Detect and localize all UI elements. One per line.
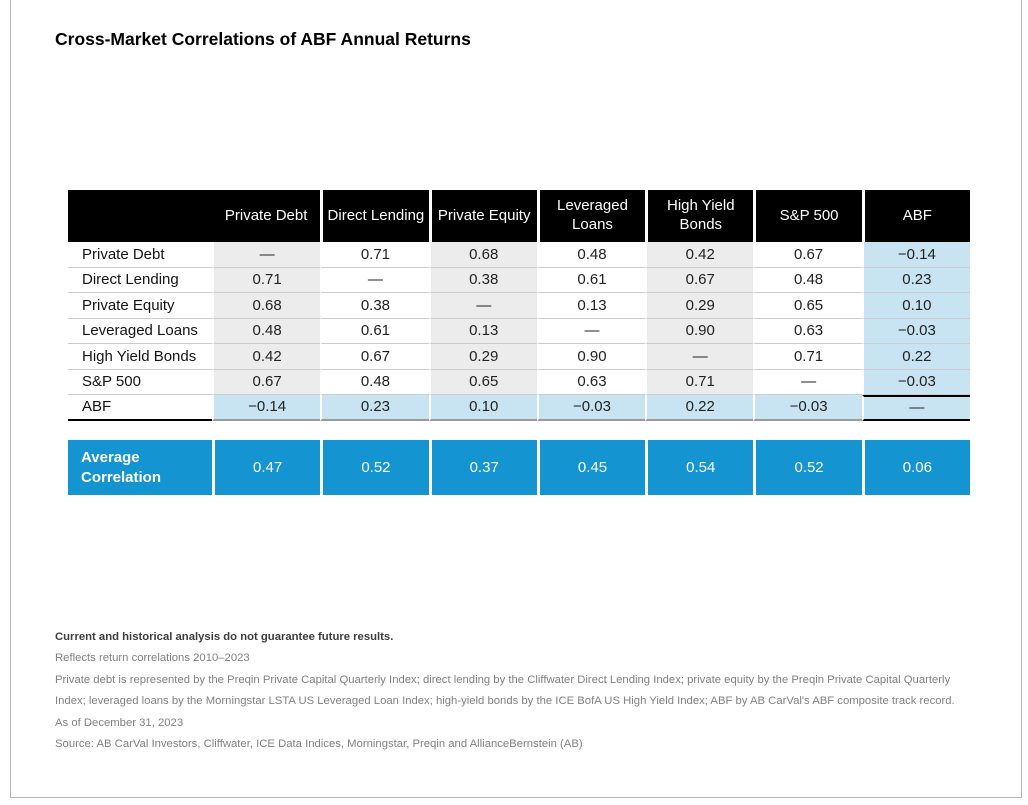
average-correlation-high-yield-bonds: 0.54 — [645, 440, 754, 495]
matrix-cell-private-debt-x-direct-lending: 0.71 — [320, 242, 429, 268]
matrix-cell-abf-x-high-yield-bonds: 0.22 — [645, 395, 754, 421]
column-header-private-equity: Private Equity — [428, 190, 537, 242]
average-correlation-private-equity: 0.37 — [428, 440, 537, 495]
matrix-cell-high-yield-bonds-x-s-p-500: 0.71 — [753, 344, 862, 370]
row-label-high-yield-bonds: High Yield Bonds — [68, 344, 212, 370]
matrix-cell-direct-lending-x-direct-lending: — — [320, 267, 429, 293]
matrix-cell-high-yield-bonds-x-private-equity: 0.29 — [428, 344, 537, 370]
page-title: Cross-Market Correlations of ABF Annual … — [55, 29, 471, 49]
matrix-cell-direct-lending-x-leveraged-loans: 0.61 — [536, 267, 646, 293]
matrix-cell-private-debt-x-high-yield-bonds: 0.42 — [645, 242, 754, 268]
matrix-cell-abf-x-s-p-500: −0.03 — [753, 395, 862, 421]
matrix-cell-leveraged-loans-x-s-p-500: 0.63 — [753, 318, 862, 344]
matrix-cell-high-yield-bonds-x-abf: 0.22 — [861, 344, 970, 370]
matrix-cell-leveraged-loans-x-private-equity: 0.13 — [428, 318, 537, 344]
matrix-cell-high-yield-bonds-x-leveraged-loans: 0.90 — [536, 344, 646, 370]
matrix-cell-s-p-500-x-private-equity: 0.65 — [428, 369, 537, 395]
matrix-cell-s-p-500-x-s-p-500: — — [753, 369, 862, 395]
matrix-cell-private-equity-x-leveraged-loans: 0.13 — [536, 293, 646, 319]
matrix-cell-abf-x-abf: — — [861, 395, 970, 421]
matrix-cell-leveraged-loans-x-direct-lending: 0.61 — [320, 318, 429, 344]
matrix-cell-s-p-500-x-leveraged-loans: 0.63 — [536, 369, 646, 395]
matrix-cell-private-equity-x-private-debt: 0.68 — [212, 293, 321, 319]
matrix-cell-high-yield-bonds-x-direct-lending: 0.67 — [320, 344, 429, 370]
average-correlation-label: Average Correlation — [68, 440, 212, 495]
row-label-leveraged-loans: Leveraged Loans — [68, 318, 212, 344]
matrix-cell-abf-x-leveraged-loans: −0.03 — [536, 395, 646, 421]
footnote-line-3: Private debt is represented by the Preqi… — [55, 673, 955, 708]
column-header-direct-lending: Direct Lending — [320, 190, 429, 242]
row-label-private-equity: Private Equity — [68, 293, 212, 319]
column-header-s-p-500: S&P 500 — [753, 190, 862, 242]
matrix-cell-s-p-500-x-high-yield-bonds: 0.71 — [645, 369, 754, 395]
row-label-direct-lending: Direct Lending — [68, 267, 212, 293]
matrix-cell-private-debt-x-s-p-500: 0.67 — [753, 242, 862, 268]
matrix-cell-s-p-500-x-direct-lending: 0.48 — [320, 369, 429, 395]
average-correlation-private-debt: 0.47 — [212, 440, 321, 495]
column-header-leveraged-loans: Leveraged Loans — [536, 190, 646, 242]
matrix-cell-private-debt-x-private-equity: 0.68 — [428, 242, 537, 268]
footnote-line-1: Current and historical analysis do not g… — [55, 631, 394, 643]
footnote-line-5: Source: AB CarVal Investors, Cliffwater,… — [55, 738, 583, 751]
footnote-line-4: As of December 31, 2023 — [55, 716, 184, 729]
footnote-line-2: Reflects return correlations 2010–2023 — [55, 652, 250, 665]
matrix-cell-private-equity-x-direct-lending: 0.38 — [320, 293, 429, 319]
matrix-cell-private-debt-x-abf: −0.14 — [861, 242, 970, 268]
matrix-corner-cell — [68, 190, 212, 242]
matrix-cell-direct-lending-x-private-equity: 0.38 — [428, 267, 537, 293]
matrix-cell-direct-lending-x-abf: 0.23 — [861, 267, 970, 293]
matrix-cell-private-equity-x-abf: 0.10 — [861, 293, 970, 319]
average-correlation-leveraged-loans: 0.45 — [536, 440, 646, 495]
matrix-cell-abf-x-direct-lending: 0.23 — [320, 395, 429, 421]
matrix-cell-private-debt-x-leveraged-loans: 0.48 — [536, 242, 646, 268]
matrix-cell-high-yield-bonds-x-high-yield-bonds: — — [645, 344, 754, 370]
matrix-cell-s-p-500-x-private-debt: 0.67 — [212, 369, 321, 395]
matrix-cell-direct-lending-x-high-yield-bonds: 0.67 — [645, 267, 754, 293]
footnotes: Current and historical analysis do not g… — [55, 627, 972, 755]
matrix-cell-s-p-500-x-abf: −0.03 — [861, 369, 970, 395]
matrix-cell-leveraged-loans-x-private-debt: 0.48 — [212, 318, 321, 344]
matrix-cell-leveraged-loans-x-abf: −0.03 — [861, 318, 970, 344]
matrix-cell-private-equity-x-high-yield-bonds: 0.29 — [645, 293, 754, 319]
average-correlation-abf: 0.06 — [861, 440, 970, 495]
row-label-abf: ABF — [68, 395, 212, 421]
matrix-cell-leveraged-loans-x-high-yield-bonds: 0.90 — [645, 318, 754, 344]
average-correlation-direct-lending: 0.52 — [320, 440, 429, 495]
matrix-cell-direct-lending-x-s-p-500: 0.48 — [753, 267, 862, 293]
matrix-cell-leveraged-loans-x-leveraged-loans: — — [536, 318, 646, 344]
correlation-matrix-table: Private Debt Direct Lending Private Equity… — [68, 190, 970, 421]
column-header-private-debt: Private Debt — [212, 190, 321, 242]
matrix-cell-private-debt-x-private-debt: — — [212, 242, 321, 268]
matrix-cell-direct-lending-x-private-debt: 0.71 — [212, 267, 321, 293]
matrix-cell-abf-x-private-equity: 0.10 — [428, 395, 537, 421]
row-label-s-p-500: S&P 500 — [68, 369, 212, 395]
matrix-cell-abf-x-private-debt: −0.14 — [212, 395, 321, 421]
average-correlation-row: Average Correlation 0.47 0.52 0.37 0.45 0.54 0… — [68, 440, 970, 495]
average-correlation-s-p-500: 0.52 — [753, 440, 862, 495]
matrix-cell-private-equity-x-private-equity: — — [428, 293, 537, 319]
matrix-cell-private-equity-x-s-p-500: 0.65 — [753, 293, 862, 319]
row-label-private-debt: Private Debt — [68, 242, 212, 268]
column-header-abf: ABF — [861, 190, 970, 242]
column-header-high-yield-bonds: High Yield Bonds — [645, 190, 754, 242]
matrix-cell-high-yield-bonds-x-private-debt: 0.42 — [212, 344, 321, 370]
